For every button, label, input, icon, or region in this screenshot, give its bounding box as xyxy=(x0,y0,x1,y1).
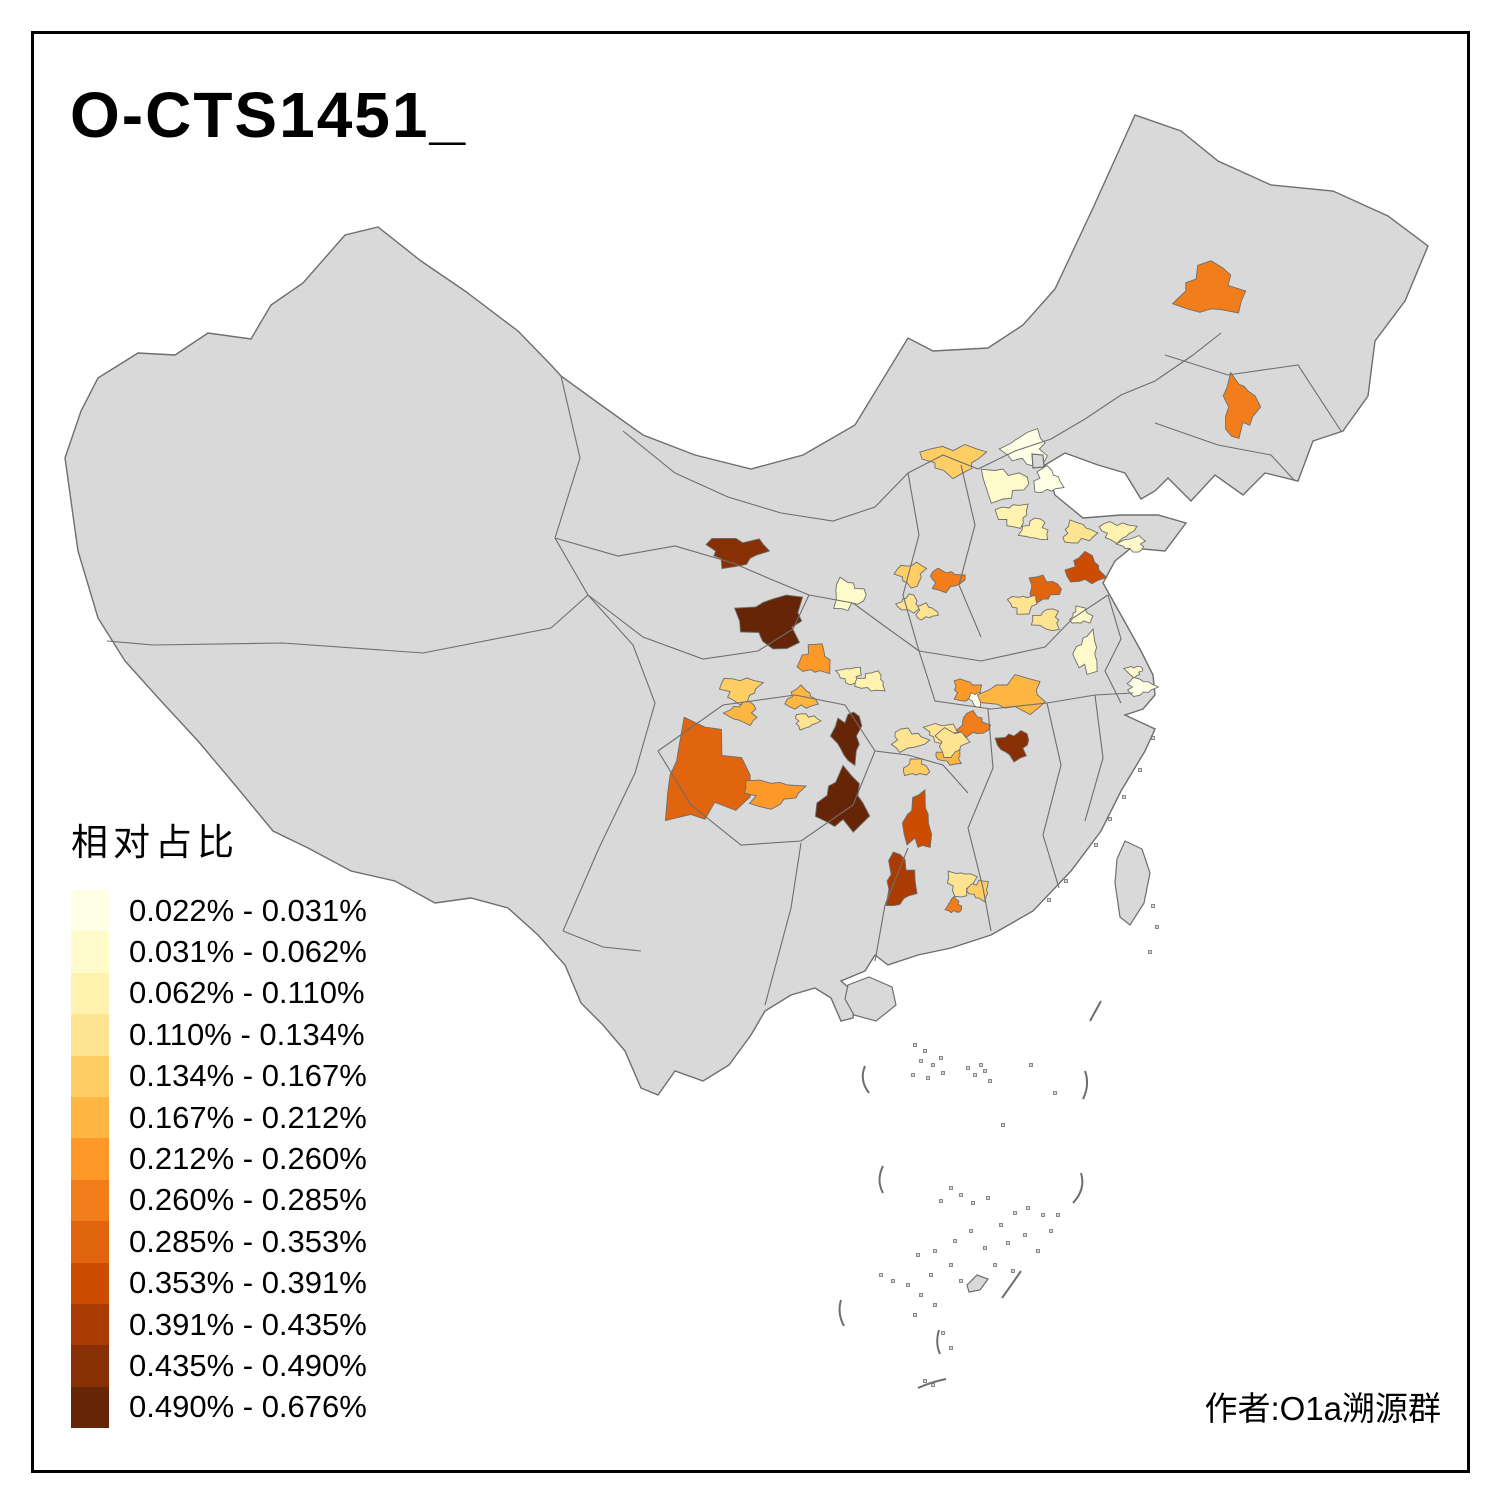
prefecture-region xyxy=(1006,594,1038,615)
prefecture-region xyxy=(705,537,771,570)
legend-swatch xyxy=(71,972,109,1015)
prefecture-region xyxy=(946,870,978,898)
prefecture-region xyxy=(854,670,886,692)
legend-item: 0.110% - 0.134% xyxy=(71,1014,367,1056)
legend-rows: 0.022% - 0.031% 0.031% - 0.062% 0.062% - 0… xyxy=(71,890,367,1429)
island xyxy=(966,1274,989,1293)
prefecture-region xyxy=(903,758,931,777)
island xyxy=(844,976,897,1022)
legend-item: 0.167% - 0.212% xyxy=(71,1096,367,1139)
legend-swatch xyxy=(71,1096,109,1139)
legend-swatch xyxy=(71,1386,109,1429)
legend-item: 0.391% - 0.435% xyxy=(71,1303,367,1346)
prefecture-region xyxy=(955,709,992,738)
prefecture-region xyxy=(1222,371,1262,439)
legend-swatch xyxy=(71,1221,109,1263)
prefecture-region xyxy=(1122,665,1144,679)
prefecture-region xyxy=(1126,676,1160,697)
legend-swatch xyxy=(71,1345,109,1387)
legend-swatch xyxy=(71,931,109,973)
prefecture-region xyxy=(1064,550,1108,585)
prefecture-region xyxy=(994,503,1029,529)
legend-label: 0.353% - 0.391% xyxy=(129,1265,367,1301)
legend-title: 相对占比 xyxy=(71,822,239,863)
prefecture-region xyxy=(890,727,931,753)
prefecture-region xyxy=(1028,574,1062,605)
legend-swatch xyxy=(71,1055,109,1097)
province-borders xyxy=(106,332,1342,1006)
island xyxy=(1114,840,1151,926)
legend-label: 0.110% - 0.134% xyxy=(129,1016,365,1052)
legend-label: 0.134% - 0.167% xyxy=(129,1058,367,1094)
prefecture-region xyxy=(980,468,1030,504)
prefecture-region xyxy=(994,729,1030,763)
island xyxy=(1031,453,1045,469)
nine-dash-line xyxy=(838,1000,1102,1389)
prefecture-region xyxy=(794,713,822,731)
plot-title: O-CTS1451_ xyxy=(70,79,468,151)
prefecture-region xyxy=(784,684,819,710)
prefecture-region xyxy=(901,788,933,848)
prefecture-region xyxy=(1062,519,1099,544)
prefecture-region xyxy=(944,895,963,914)
prefecture-region xyxy=(664,716,751,822)
prefecture-region xyxy=(894,593,922,614)
prefecture-region xyxy=(718,677,765,706)
legend-label: 0.435% - 0.490% xyxy=(129,1347,367,1383)
legend-item: 0.435% - 0.490% xyxy=(71,1345,367,1387)
prefecture-region xyxy=(743,779,808,810)
legend-item: 0.353% - 0.391% xyxy=(71,1262,367,1304)
legend-item: 0.062% - 0.110% xyxy=(71,972,367,1015)
legend-label: 0.167% - 0.212% xyxy=(129,1099,367,1135)
legend-label: 0.212% - 0.260% xyxy=(129,1141,367,1177)
legend-item: 0.031% - 0.062% xyxy=(71,931,367,973)
legend-item: 0.260% - 0.285% xyxy=(71,1179,367,1222)
legend-swatch xyxy=(71,1014,109,1056)
legend-item: 0.212% - 0.260% xyxy=(71,1138,367,1180)
legend-label: 0.031% - 0.062% xyxy=(129,934,367,970)
prefecture-region xyxy=(829,711,863,767)
legend: 相对占比 0.022% - 0.031% 0.031% - 0.062% 0.062… xyxy=(71,812,367,1429)
prefecture-region xyxy=(1072,628,1098,675)
prefecture-region xyxy=(929,567,966,594)
figure-frame: O-CTS1451_ 相对占比 0.022% - 0.031% 0.031% - … xyxy=(31,31,1470,1473)
prefecture-region xyxy=(1017,517,1049,541)
islands xyxy=(844,453,1159,1387)
legend-label: 0.022% - 0.031% xyxy=(129,892,367,928)
legend-label: 0.391% - 0.435% xyxy=(129,1306,367,1342)
legend-item: 0.022% - 0.031% xyxy=(71,890,367,932)
prefecture-region xyxy=(915,602,939,621)
legend-swatch xyxy=(71,1262,109,1304)
prefecture-region xyxy=(885,851,918,907)
prefecture-region xyxy=(1033,464,1065,494)
prefecture-region xyxy=(893,561,928,589)
legend-label: 0.285% - 0.353% xyxy=(129,1223,367,1259)
prefecture-region xyxy=(1030,608,1060,632)
attribution-text: 作者:O1a溯源群 xyxy=(1204,1390,1441,1427)
legend-swatch xyxy=(71,1303,109,1346)
legend-label: 0.260% - 0.285% xyxy=(129,1182,367,1218)
prefecture-regions xyxy=(664,260,1262,914)
prefecture-region xyxy=(722,701,758,727)
prefecture-region xyxy=(796,643,831,675)
legend-label: 0.062% - 0.110% xyxy=(129,975,365,1011)
prefecture-region xyxy=(934,727,971,758)
prefecture-region xyxy=(733,594,804,650)
china-choropleth-map xyxy=(64,114,1429,1389)
prefecture-region xyxy=(814,764,871,833)
mainland-shape xyxy=(64,114,1429,1096)
legend-item: 0.490% - 0.676% xyxy=(71,1386,367,1429)
prefecture-region xyxy=(919,444,988,480)
legend-item: 0.134% - 0.167% xyxy=(71,1055,367,1097)
prefecture-region xyxy=(1115,534,1147,553)
legend-swatch xyxy=(71,1138,109,1180)
prefecture-region xyxy=(1171,260,1247,314)
legend-label: 0.490% - 0.676% xyxy=(129,1389,367,1425)
legend-swatch xyxy=(71,1179,109,1222)
prefecture-region xyxy=(1098,521,1138,545)
legend-swatch xyxy=(71,890,109,932)
legend-item: 0.285% - 0.353% xyxy=(71,1221,367,1263)
